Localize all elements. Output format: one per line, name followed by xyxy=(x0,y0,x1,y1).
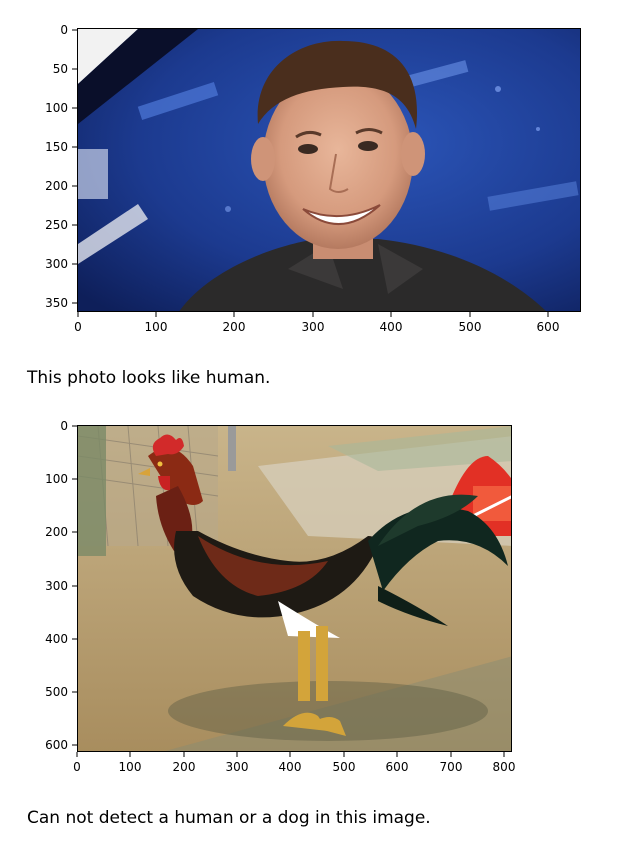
y-tick-label: 350 xyxy=(45,296,68,310)
x-tick-label: 0 xyxy=(74,320,82,334)
output-caption-2: Can not detect a human or a dog in this … xyxy=(27,808,431,828)
x-tick-label: 700 xyxy=(440,760,463,774)
x-tick-label: 400 xyxy=(380,320,403,334)
x-axis-2: 0 100 200 300 400 500 600 700 800 xyxy=(73,752,515,774)
x-tick-label: 0 xyxy=(73,760,81,774)
y-axis-1: 0 50 100 150 200 250 300 350 xyxy=(45,23,77,310)
plot-2-axes: 0 100 200 300 400 500 600 0 100 200 300 … xyxy=(45,419,515,774)
x-tick-label: 200 xyxy=(223,320,246,334)
y-tick-label: 300 xyxy=(45,257,68,271)
y-tick-label: 200 xyxy=(45,179,68,193)
x-tick-label: 100 xyxy=(119,760,142,774)
y-tick-label: 0 xyxy=(60,419,68,433)
y-tick-label: 100 xyxy=(45,101,68,115)
rooster-photo xyxy=(77,425,512,752)
man-photo-image xyxy=(78,29,580,311)
x-tick-label: 300 xyxy=(226,760,249,774)
x-tick-label: 400 xyxy=(279,760,302,774)
plot-1-axes: 0 50 100 150 200 250 300 350 0 100 200 3… xyxy=(45,23,559,334)
y-tick-label: 100 xyxy=(45,472,68,486)
x-tick-label: 500 xyxy=(333,760,356,774)
y-tick-label: 500 xyxy=(45,685,68,699)
y-tick-label: 300 xyxy=(45,579,68,593)
output-caption-1: This photo looks like human. xyxy=(27,368,271,388)
y-tick-label: 0 xyxy=(60,23,68,37)
image-plot-1: 0 50 100 150 200 250 300 350 0 100 200 3… xyxy=(0,0,624,340)
y-tick-label: 600 xyxy=(45,738,68,752)
x-tick-label: 300 xyxy=(302,320,325,334)
x-tick-label: 800 xyxy=(493,760,516,774)
y-axis-2: 0 100 200 300 400 500 600 xyxy=(45,419,77,752)
x-tick-label: 500 xyxy=(459,320,482,334)
y-tick-label: 250 xyxy=(45,218,68,232)
rooster xyxy=(138,434,508,736)
y-tick-label: 150 xyxy=(45,140,68,154)
x-tick-label: 200 xyxy=(173,760,196,774)
x-tick-label: 100 xyxy=(145,320,168,334)
y-tick-label: 400 xyxy=(45,632,68,646)
x-tick-label: 600 xyxy=(537,320,560,334)
image-plot-2: 0 100 200 300 400 500 600 0 100 200 300 … xyxy=(0,415,624,790)
y-tick-label: 200 xyxy=(45,525,68,539)
y-tick-label: 50 xyxy=(53,62,68,76)
man-photo xyxy=(77,28,581,312)
x-axis-1: 0 100 200 300 400 500 600 xyxy=(74,312,559,334)
rooster-photo-image xyxy=(78,426,511,751)
x-tick-label: 600 xyxy=(386,760,409,774)
